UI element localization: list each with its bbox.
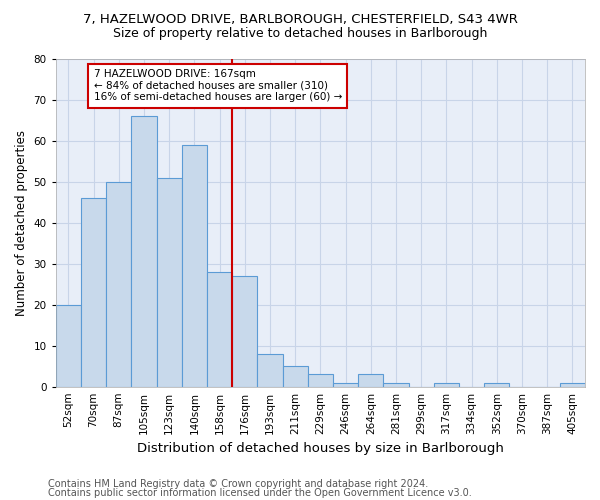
Y-axis label: Number of detached properties: Number of detached properties bbox=[15, 130, 28, 316]
Bar bbox=[81, 198, 106, 386]
Bar bbox=[257, 354, 283, 386]
Text: Contains HM Land Registry data © Crown copyright and database right 2024.: Contains HM Land Registry data © Crown c… bbox=[48, 479, 428, 489]
Bar bbox=[157, 178, 182, 386]
Bar bbox=[182, 145, 207, 386]
Text: 7 HAZELWOOD DRIVE: 167sqm
← 84% of detached houses are smaller (310)
16% of semi: 7 HAZELWOOD DRIVE: 167sqm ← 84% of detac… bbox=[94, 69, 342, 102]
Text: 7, HAZELWOOD DRIVE, BARLBOROUGH, CHESTERFIELD, S43 4WR: 7, HAZELWOOD DRIVE, BARLBOROUGH, CHESTER… bbox=[83, 12, 517, 26]
Bar bbox=[283, 366, 308, 386]
Bar bbox=[106, 182, 131, 386]
Bar bbox=[56, 305, 81, 386]
Bar bbox=[484, 382, 509, 386]
Bar bbox=[358, 374, 383, 386]
X-axis label: Distribution of detached houses by size in Barlborough: Distribution of detached houses by size … bbox=[137, 442, 504, 455]
Text: Size of property relative to detached houses in Barlborough: Size of property relative to detached ho… bbox=[113, 28, 487, 40]
Bar bbox=[560, 382, 585, 386]
Bar bbox=[232, 276, 257, 386]
Bar bbox=[383, 382, 409, 386]
Bar bbox=[207, 272, 232, 386]
Bar bbox=[131, 116, 157, 386]
Bar bbox=[308, 374, 333, 386]
Text: Contains public sector information licensed under the Open Government Licence v3: Contains public sector information licen… bbox=[48, 488, 472, 498]
Bar bbox=[434, 382, 459, 386]
Bar bbox=[333, 382, 358, 386]
